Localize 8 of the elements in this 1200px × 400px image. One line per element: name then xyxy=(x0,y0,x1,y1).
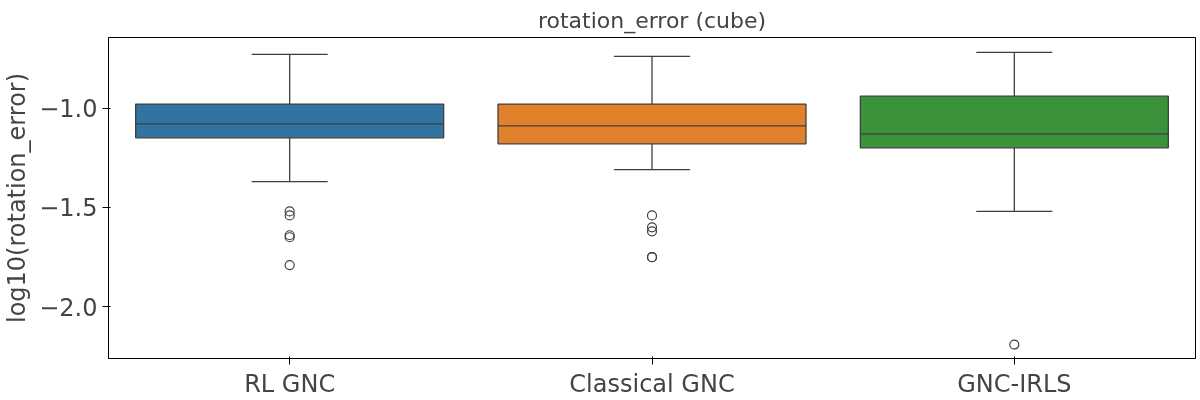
y-tick-label: −2.0 xyxy=(39,293,98,322)
y-tick-label: −1.5 xyxy=(39,194,98,223)
y-axis-title: log10(rotation_error) xyxy=(3,72,32,324)
x-tick-label: GNC-IRLS xyxy=(957,369,1072,398)
y-tick-label: −1.0 xyxy=(39,95,98,124)
x-tick-label: RL GNC xyxy=(244,369,336,398)
chart-title: rotation_error (cube) xyxy=(537,7,767,34)
x-tick-label: Classical GNC xyxy=(569,369,735,398)
